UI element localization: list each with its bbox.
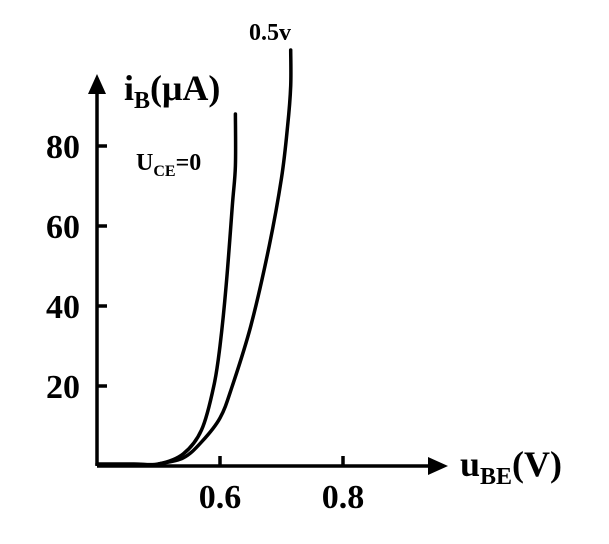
x-tick-label: 0.6 <box>199 479 242 516</box>
curve-uce-0 <box>95 112 238 467</box>
curve-label-0-5v: 0.5v <box>249 20 291 46</box>
ticks: 0.6 0.8 20 40 60 80 <box>46 129 364 516</box>
x-axis-arrow <box>428 457 448 475</box>
y-tick-label: 20 <box>46 369 80 406</box>
y-axis-label: iB(μA) <box>124 68 220 114</box>
y-tick-label: 80 <box>46 129 80 166</box>
curve-uce-0-5v <box>156 48 293 466</box>
y-tick-label: 60 <box>46 209 80 246</box>
axes <box>88 74 448 475</box>
y-tick-label: 40 <box>46 289 80 326</box>
curves <box>95 48 293 467</box>
x-axis-label: uBE(V) <box>460 444 562 490</box>
x-tick-label: 0.8 <box>322 479 365 516</box>
y-axis-arrow <box>88 74 106 94</box>
curve-label-uce-0: UCE=0 <box>136 150 201 180</box>
